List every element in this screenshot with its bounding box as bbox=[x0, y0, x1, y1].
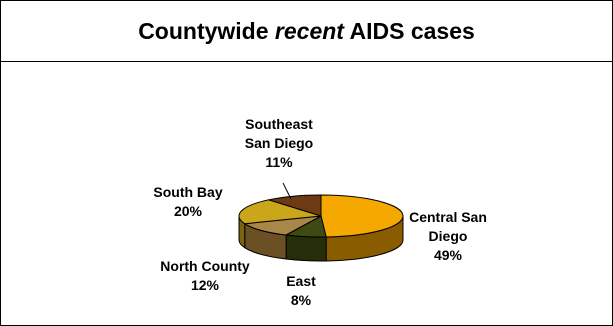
leader-line bbox=[282, 182, 292, 200]
slice-percent-label: 20% bbox=[174, 203, 203, 219]
pie-slice-4 bbox=[266, 194, 322, 217]
slice-label-1: East 8% bbox=[286, 273, 316, 308]
slice-name-label: Diego bbox=[429, 228, 468, 244]
slice-percent-label: 49% bbox=[434, 247, 463, 263]
slice-name-label: East bbox=[286, 273, 316, 289]
slice-label-2: North County 12% bbox=[160, 258, 250, 293]
chart-title-text-end: AIDS cases bbox=[343, 17, 475, 44]
chart-title-text: Countywide bbox=[138, 17, 275, 44]
pie-slice-side-1 bbox=[285, 234, 327, 262]
slice-name-label: South Bay bbox=[153, 184, 222, 200]
pie-tops bbox=[238, 194, 404, 238]
slice-label-4: Southeast San Diego 11% bbox=[245, 116, 313, 170]
pie-slice-3 bbox=[238, 199, 322, 225]
slice-name-label: Central San bbox=[409, 209, 487, 225]
slice-percent-label: 8% bbox=[291, 292, 312, 308]
pie-slice-0 bbox=[320, 194, 404, 238]
slice-percent-label: 11% bbox=[265, 154, 293, 170]
slice-label-0: Central San Diego 49% bbox=[409, 209, 487, 263]
slice-label-3: South Bay 20% bbox=[153, 184, 222, 219]
slice-name-label: Southeast bbox=[245, 116, 313, 132]
slice-name-label: North County bbox=[160, 258, 250, 274]
chart-title: Countywide recent AIDS cases bbox=[1, 1, 612, 62]
slice-percent-label: 12% bbox=[191, 277, 220, 293]
chart-title-emphasis: recent bbox=[274, 17, 344, 44]
slice-name-label: San Diego bbox=[245, 135, 313, 151]
